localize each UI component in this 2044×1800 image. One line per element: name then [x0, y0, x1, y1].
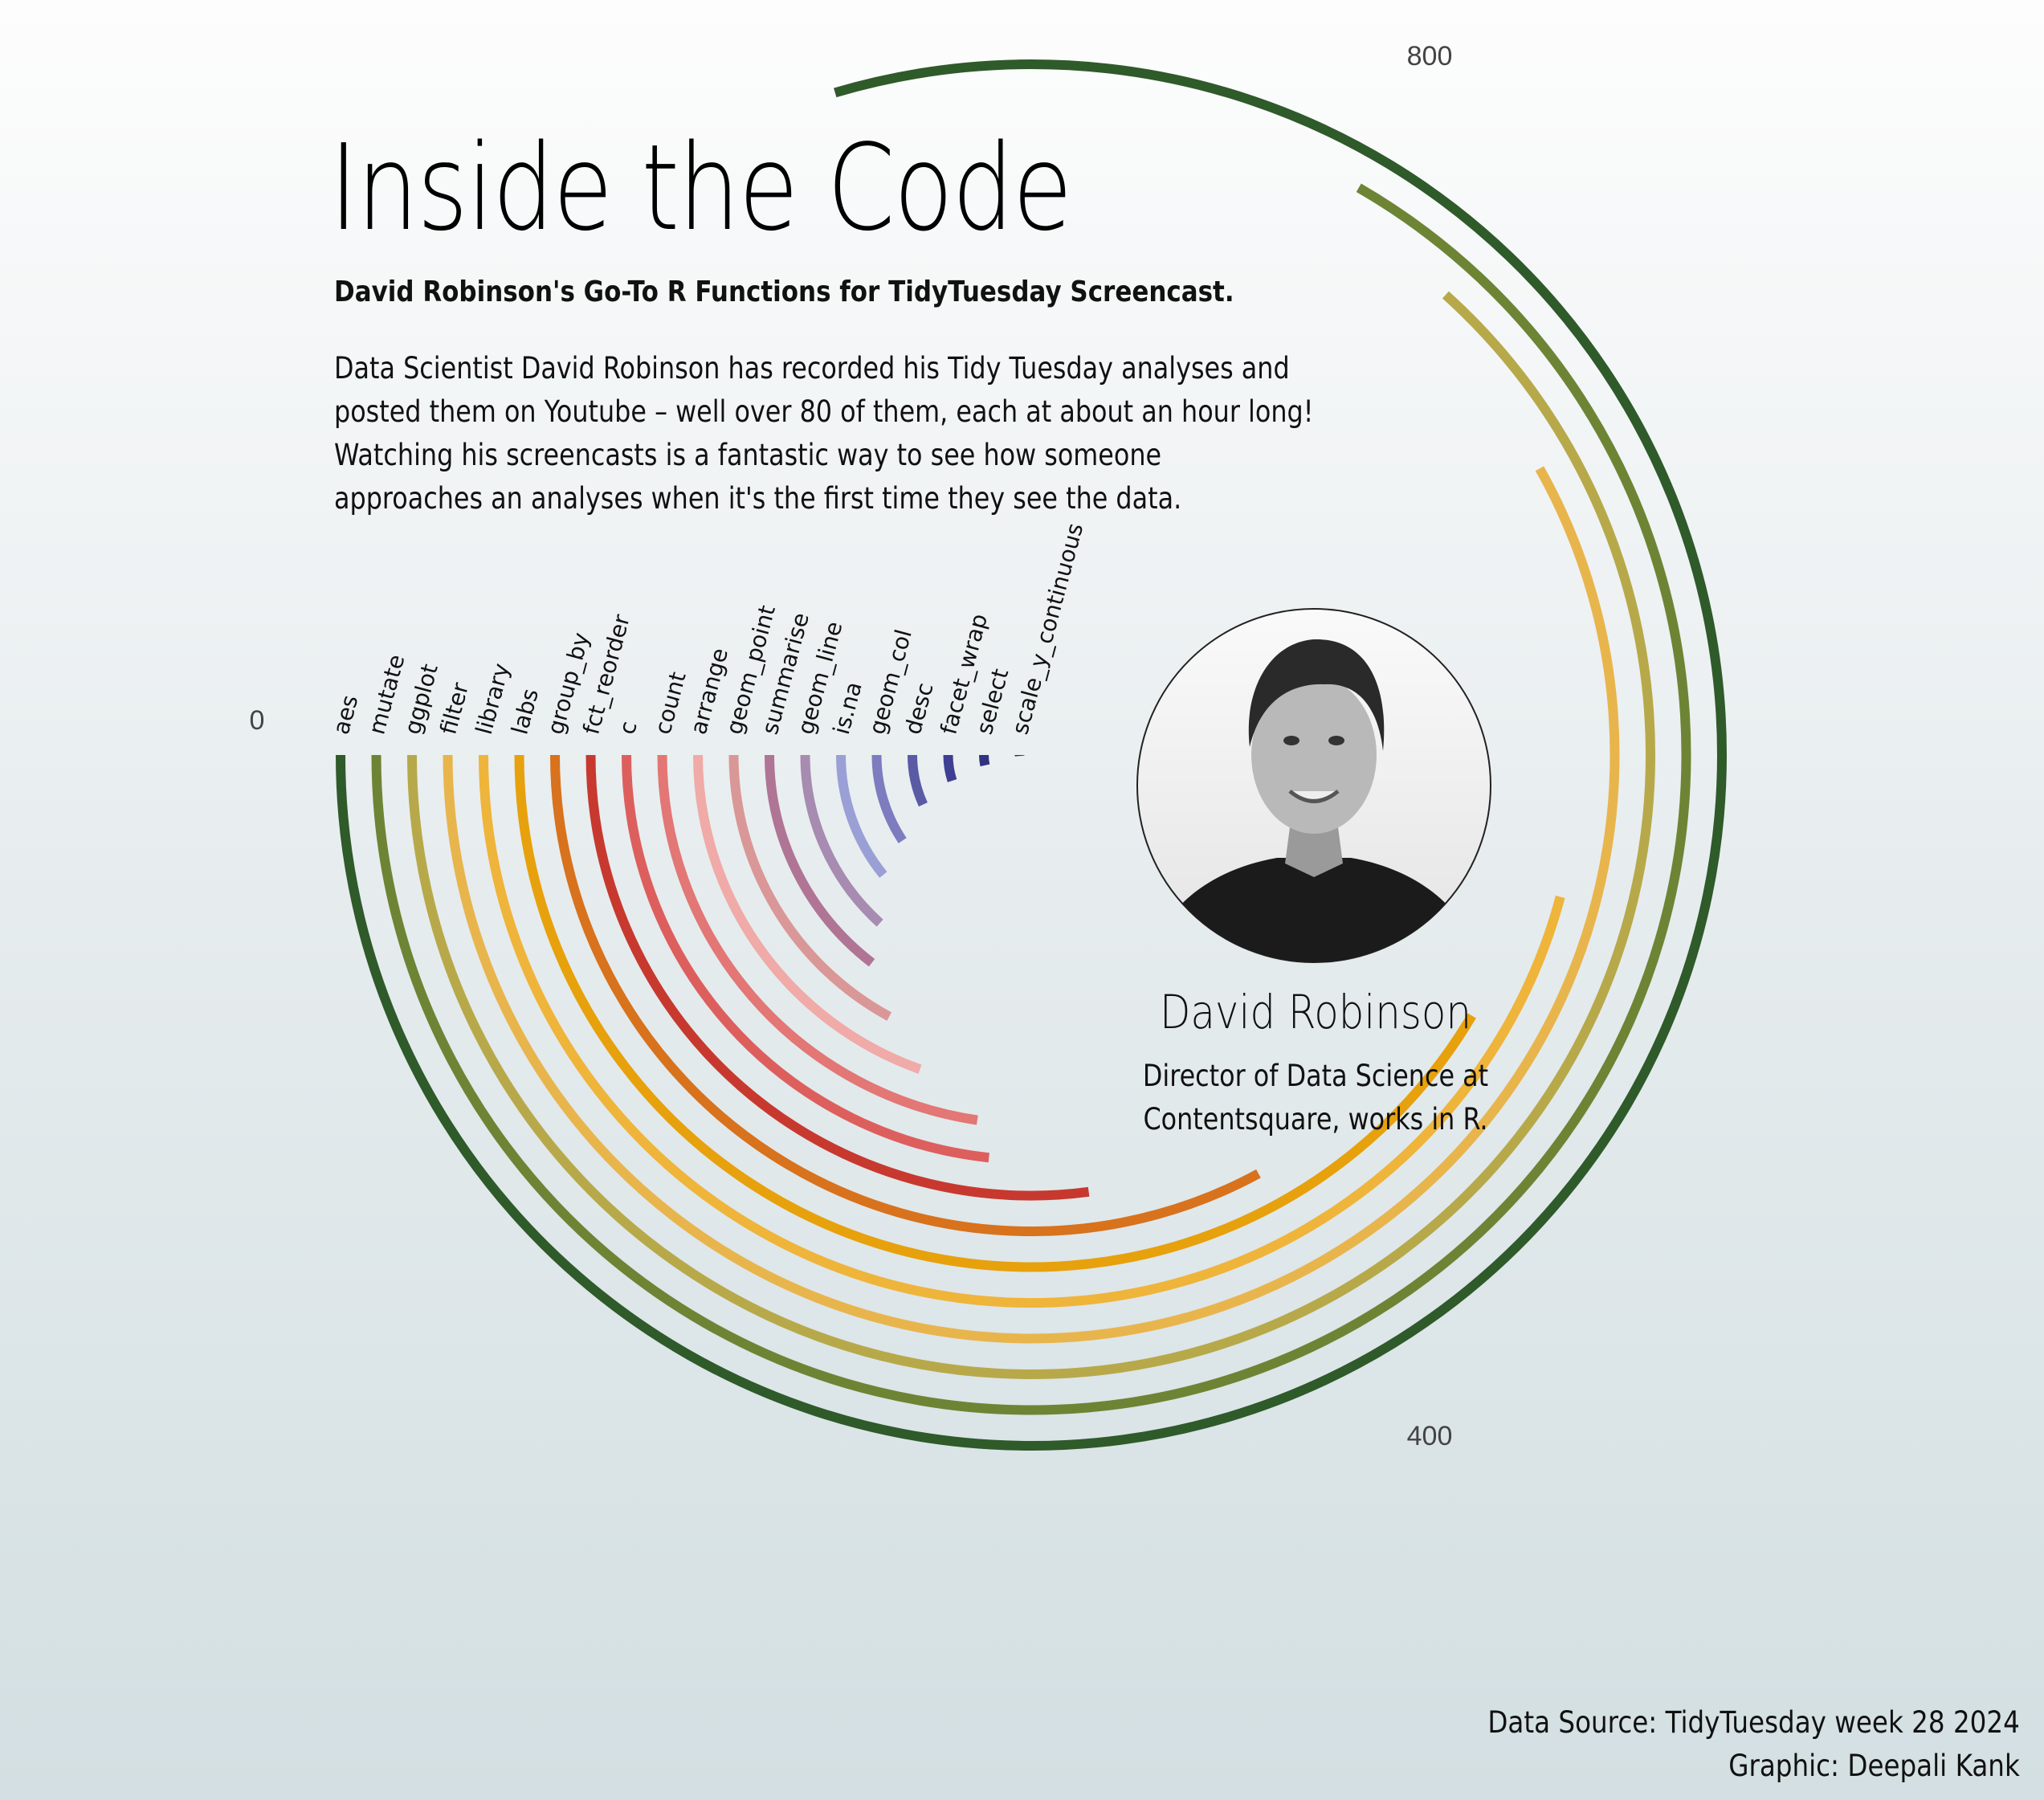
bar-aes [336, 59, 1727, 1451]
bar-geom_line [800, 754, 883, 927]
function-labels: aes mutateggplotfilterlibrarylabsgroup_by… [328, 520, 1088, 737]
bar-arrange [693, 754, 922, 1074]
bar-select [979, 754, 990, 767]
radial-bars [336, 59, 1727, 1451]
label-aes: aes [328, 692, 364, 737]
page-subtitle: David Robinson's Go-To R Functions for T… [334, 276, 1234, 308]
label-fct_reorder: fct_reorder [577, 611, 635, 737]
bar-ggplot [407, 291, 1655, 1379]
label-count: count [649, 669, 691, 737]
bar-is.na [836, 754, 887, 878]
bar-facet_wrap [943, 754, 957, 782]
description-line: Data Scientist David Robinson has record… [334, 351, 1290, 386]
bar-geom_point [728, 754, 892, 1021]
person-role-line: Contentsquare, works in R. [1143, 1102, 1488, 1137]
bar-c [622, 754, 989, 1163]
label-scale_y_continuous: scale_y_continuous [1006, 520, 1088, 737]
bar-geom_col [871, 754, 907, 843]
label-desc: desc [900, 680, 939, 737]
description-line: posted them on Youtube – well over 80 of… [334, 394, 1314, 429]
bar-summarise [765, 754, 875, 967]
portrait-photo-icon [1136, 608, 1491, 963]
graphic-credit: Graphic: Deepali Kank [1728, 1749, 2020, 1783]
person-role-line: Director of Data Science at [1142, 1059, 1489, 1093]
axis-ticks: 0 400 800 [250, 41, 1453, 1451]
label-is.na: is.na [828, 679, 867, 737]
description-line: Watching his screencasts is a fantastic … [334, 438, 1162, 472]
bar-desc [908, 754, 928, 807]
person-role: Director of Data Science at Contentsquar… [1074, 1055, 1557, 1141]
bar-labs [514, 754, 1476, 1272]
tick-label-400: 400 [1407, 1421, 1453, 1451]
bar-fct_reorder [585, 754, 1090, 1201]
bar-filter [443, 466, 1620, 1344]
label-labs: labs [506, 686, 544, 737]
bar-group_by [550, 754, 1261, 1236]
credits: Data Source: TidyTuesday week 28 2024 Gr… [1488, 1701, 2020, 1788]
person-name: David Robinson [1159, 985, 1472, 1039]
label-filter: filter [435, 680, 474, 737]
bar-library [479, 754, 1565, 1308]
description: Data Scientist David Robinson has record… [334, 347, 1314, 520]
tick-label-800: 800 [1407, 41, 1453, 71]
tick-label-0: 0 [250, 705, 265, 736]
page-title: Inside the Code [329, 119, 1072, 257]
label-c: c [614, 718, 643, 737]
bar-count [657, 754, 978, 1125]
description-line: approaches an analyses when it's the fir… [334, 481, 1182, 516]
data-source: Data Source: TidyTuesday week 28 2024 [1487, 1705, 2020, 1740]
bar-mutate [371, 183, 1691, 1415]
